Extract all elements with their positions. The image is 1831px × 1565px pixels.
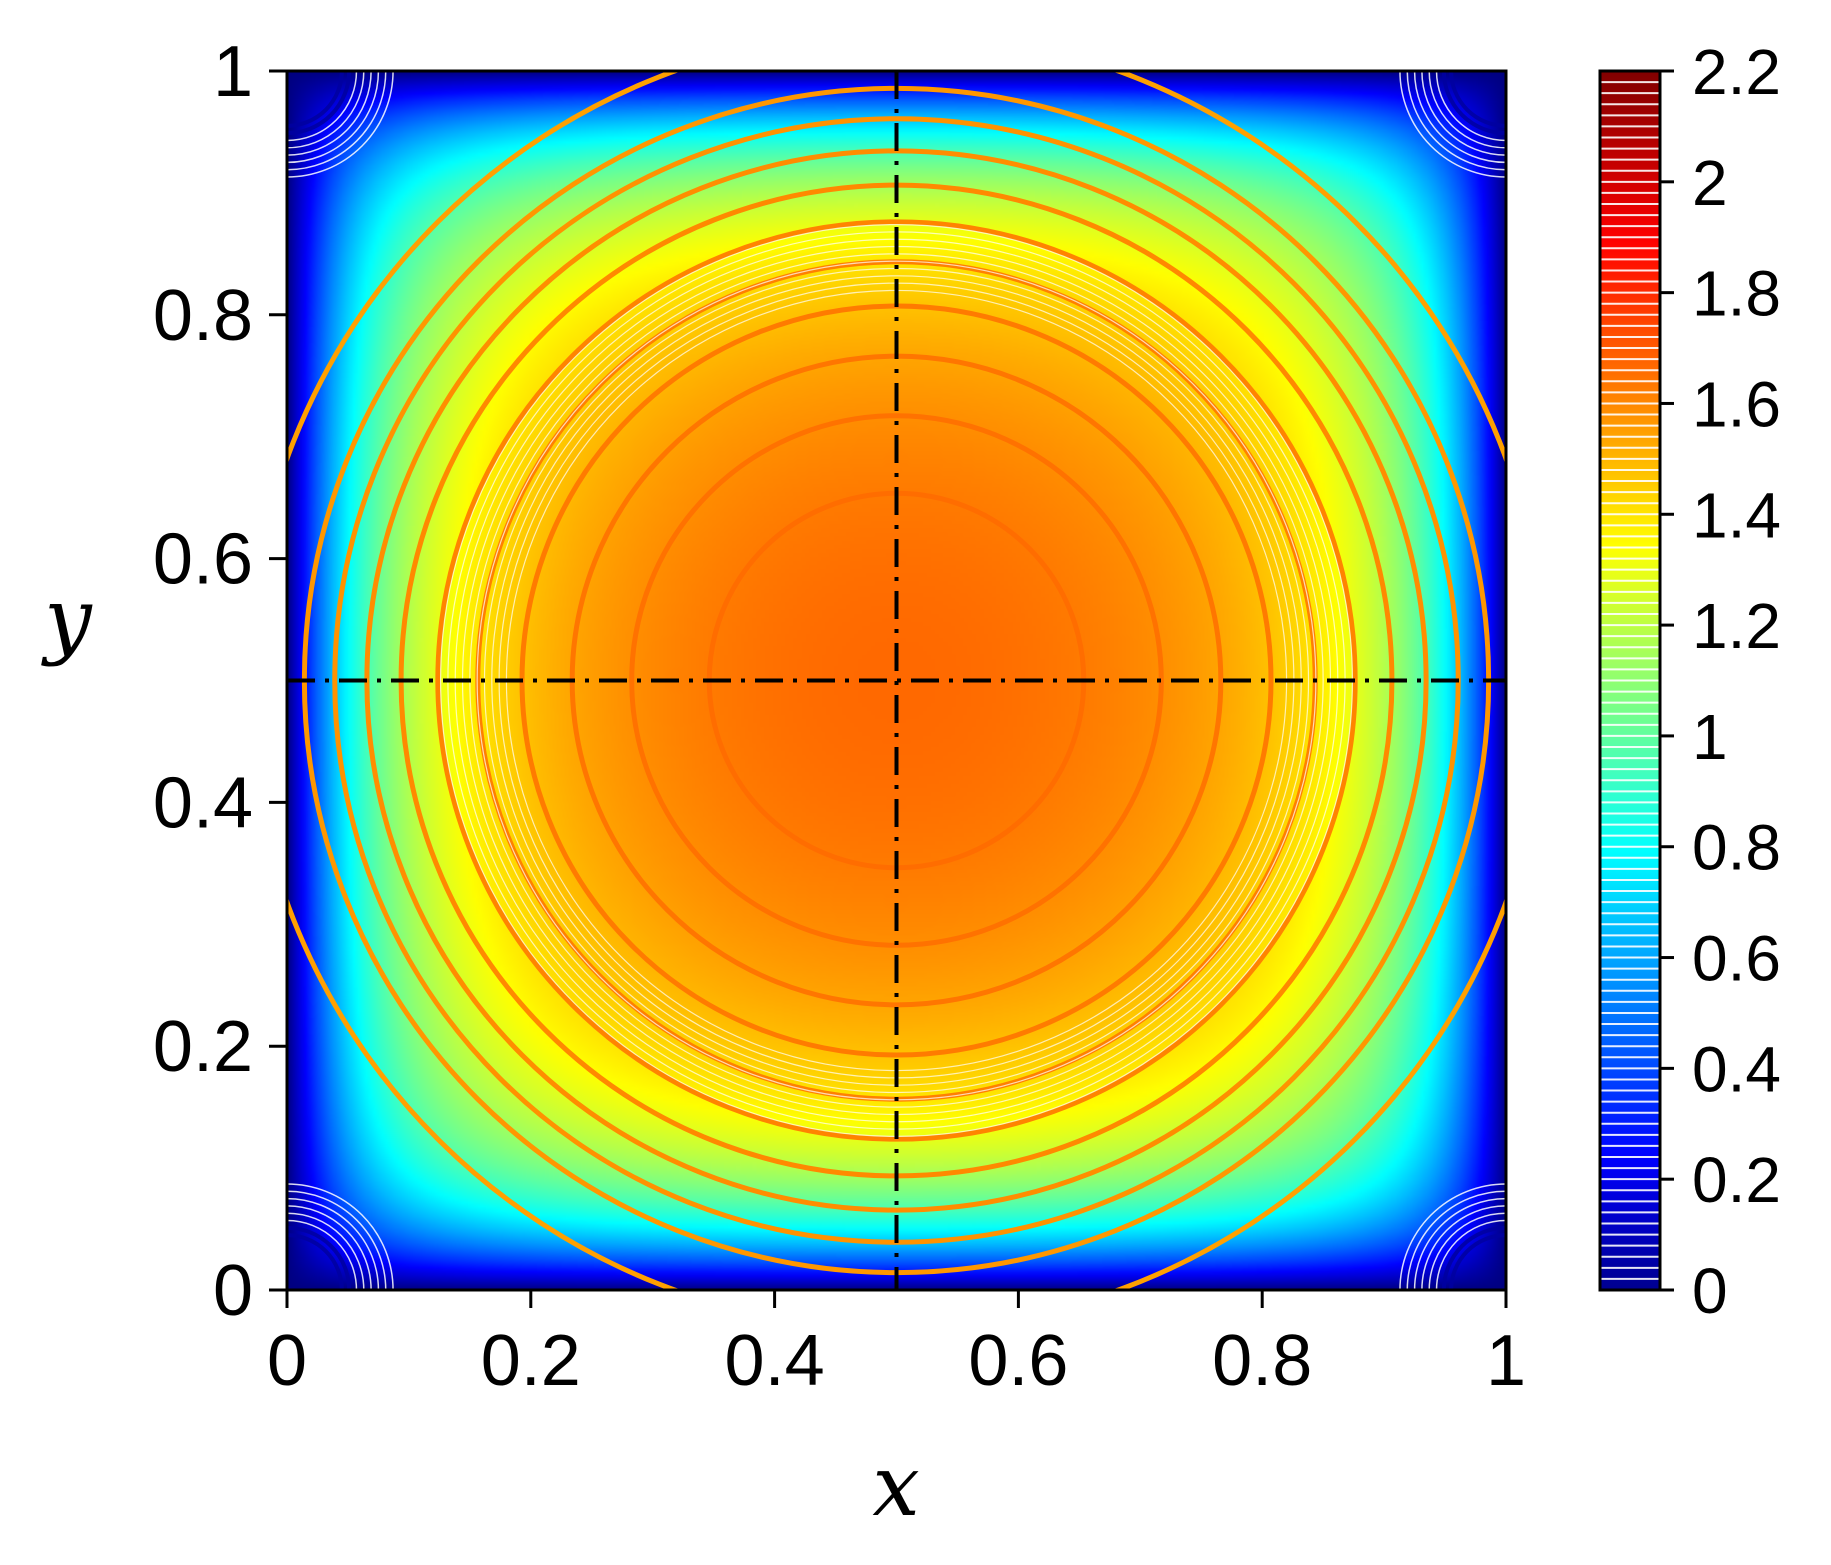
plot-area	[285, 69, 1508, 1292]
plot-frame	[285, 69, 1508, 1292]
colorbar-tick-label: 1.8	[1692, 258, 1781, 330]
colorbar-tick-label: 1.6	[1692, 368, 1781, 440]
x-axis-label: x	[872, 1437, 919, 1535]
colorbar: 0 0.2 0.4 0.6 0.8 1 1.2 1.4 1.6 1.8 2 2.2	[1598, 36, 1781, 1327]
colorbar-tick-label: 2	[1692, 147, 1728, 219]
contour-ring	[435, 219, 1358, 1142]
x-tick-label: 1	[1486, 1321, 1526, 1401]
y-axis-label: y	[40, 570, 93, 668]
y-tick-label: 0.2	[153, 1007, 253, 1087]
x-tick-label: 0.6	[968, 1321, 1068, 1401]
x-tick-label: 0	[267, 1321, 307, 1401]
colorbar-tick-label: 0.4	[1692, 1033, 1781, 1105]
colorbar-tick-label: 1.4	[1692, 479, 1781, 551]
y-tick-label: 1	[213, 32, 253, 112]
y-tick-label: 0.8	[153, 276, 253, 356]
colorbar-tick-label: 0.8	[1692, 812, 1781, 884]
reference-lines	[287, 71, 1506, 1290]
colorbar-tick-label: 2.2	[1692, 36, 1781, 108]
y-tick-label: 0.6	[153, 520, 253, 600]
y-axis: 0 0.2 0.4 0.6 0.8 1	[153, 32, 287, 1331]
colorbar-frame	[1598, 69, 1662, 1292]
y-tick-label: 0.4	[153, 763, 253, 843]
x-tick-label: 0.8	[1212, 1321, 1312, 1401]
colorbar-tick-label: 0.6	[1692, 923, 1781, 995]
y-tick-label: 0	[213, 1251, 253, 1331]
x-tick-label: 0.2	[481, 1321, 581, 1401]
colorbar-stripes	[1600, 81, 1660, 1280]
colorbar-tick-label: 1.2	[1692, 590, 1781, 662]
contour-ring	[629, 413, 1164, 948]
x-axis: 0 0.2 0.4 0.6 0.8 1	[267, 1290, 1526, 1401]
colorbar-ticks: 0 0.2 0.4 0.6 0.8 1 1.2 1.4 1.6 1.8 2 2.2	[1660, 36, 1781, 1327]
colorbar-tick-label: 0	[1692, 1255, 1728, 1327]
x-tick-label: 0.4	[725, 1321, 825, 1401]
colorbar-tick-label: 1	[1692, 701, 1728, 773]
colorbar-tick-label: 0.2	[1692, 1144, 1781, 1216]
